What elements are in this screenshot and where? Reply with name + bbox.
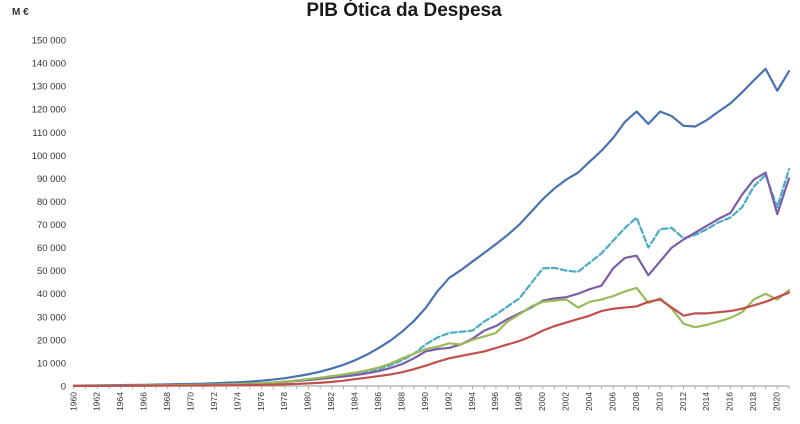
x-tick-label: 1994 — [467, 392, 477, 411]
y-tick-label: 10 000 — [37, 358, 66, 369]
series-line-1 — [72, 67, 791, 387]
y-tick-label: 80 000 — [37, 197, 66, 208]
x-tick-label: 1968 — [162, 392, 172, 411]
x-tick-label: 1984 — [350, 392, 360, 411]
y-tick-label: 110 000 — [32, 128, 66, 139]
y-tick-label: 20 000 — [37, 335, 66, 346]
y-tick-label: 0 — [61, 382, 66, 393]
x-tick-label: 2010 — [654, 392, 664, 411]
x-tick-label: 2002 — [561, 392, 571, 411]
y-tick-label: 60 000 — [37, 243, 66, 254]
x-tick-label: 1962 — [92, 392, 102, 411]
series-line-3 — [72, 171, 791, 387]
x-tick-label: 1972 — [209, 392, 219, 411]
x-tick-label: 2006 — [607, 392, 617, 411]
y-tick-label: 140 000 — [32, 59, 66, 70]
y-axis: 0 10 000 20 000 30 000 40 000 50 000 60 000 70 … — [32, 36, 66, 393]
y-tick-label: 40 000 — [37, 289, 66, 300]
series-line-4 — [72, 286, 791, 387]
y-tick-label: 70 000 — [37, 220, 66, 231]
x-tick-label: 1976 — [256, 392, 266, 411]
x-tick-label: 2000 — [537, 392, 547, 411]
x-tick-label: 1998 — [514, 392, 524, 411]
x-tick-label: 1996 — [490, 392, 500, 411]
y-tick-label: 100 000 — [32, 151, 66, 162]
x-tick-label: 1992 — [443, 392, 453, 411]
series-lines — [72, 67, 791, 387]
x-tick-label: 1974 — [232, 392, 242, 411]
series-line-2 — [72, 168, 791, 387]
x-tick-label: 1988 — [396, 392, 406, 411]
x-tick-label: 1970 — [185, 392, 195, 411]
x-tick-label: 2016 — [725, 392, 735, 411]
x-tick-label: 1990 — [420, 392, 430, 411]
unit-label: M € — [12, 7, 29, 18]
x-tick-label: 2018 — [748, 392, 758, 411]
series-line-5 — [72, 291, 791, 387]
x-tick-label: 1978 — [279, 392, 289, 411]
x-tick-label: 1986 — [373, 392, 383, 411]
chart-title: PIB Ótica da Despesa — [306, 0, 502, 21]
y-tick-label: 90 000 — [37, 174, 66, 185]
x-tick-label: 2008 — [631, 392, 641, 411]
x-tick-label: 2004 — [584, 392, 594, 411]
x-tick-label: 2012 — [678, 392, 688, 411]
x-tick-label: 1964 — [115, 392, 125, 411]
y-tick-label: 30 000 — [37, 312, 66, 323]
x-tick-label: 2020 — [772, 392, 782, 411]
x-tick-label: 2014 — [701, 392, 711, 411]
y-tick-label: 150 000 — [32, 36, 66, 47]
y-tick-label: 130 000 — [32, 82, 66, 93]
x-tick-label: 1980 — [303, 392, 313, 411]
y-tick-label: 50 000 — [37, 266, 66, 277]
x-tick-label: 1966 — [139, 392, 149, 411]
x-tick-label: 1982 — [326, 392, 336, 411]
x-axis: 1960 1962 1964 1966 1968 1970 1972 1974 1976 1978… — [68, 385, 790, 411]
y-tick-label: 120 000 — [32, 105, 66, 116]
x-tick-label: 1960 — [68, 392, 78, 411]
